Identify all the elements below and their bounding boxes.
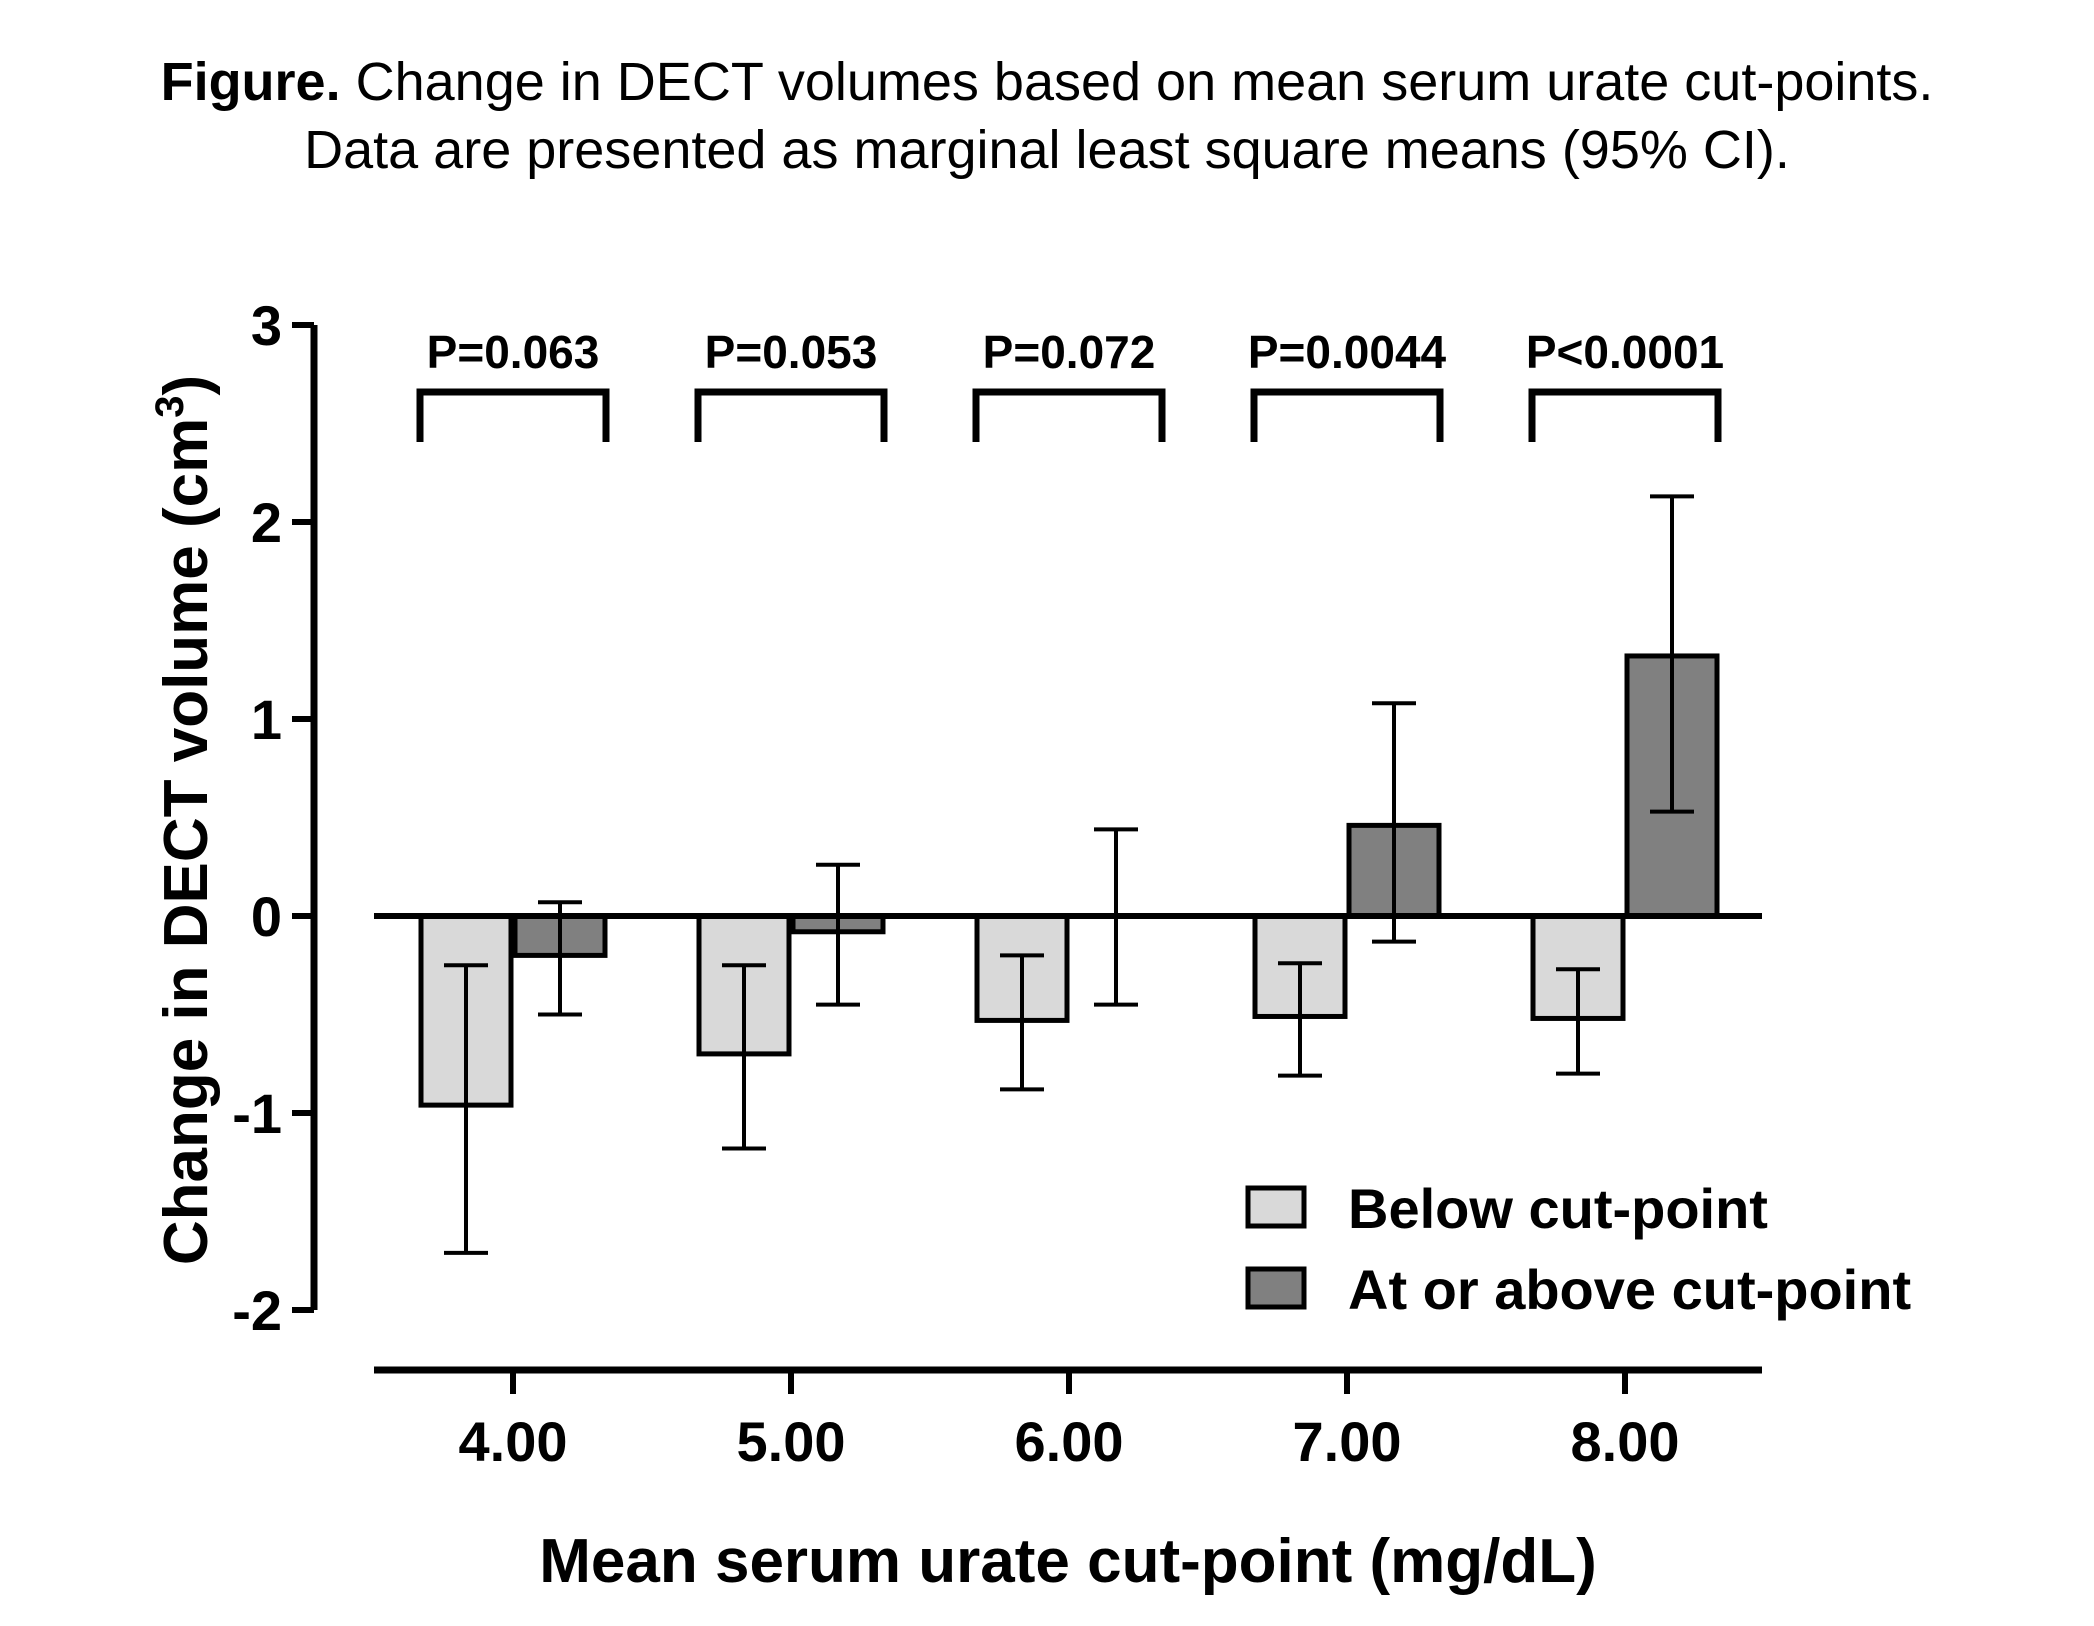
p-value-bracket bbox=[416, 388, 610, 442]
p-value-bracket bbox=[1250, 388, 1444, 442]
figure-caption: Figure. Change in DECT volumes based on … bbox=[0, 48, 2094, 184]
y-tick-label: 0 bbox=[251, 885, 282, 948]
x-axis: 4.00 5.00 6.00 7.00 8.00 bbox=[374, 1366, 1762, 1473]
y-axis-title-close: ) bbox=[152, 375, 221, 396]
p-value-label: P=0.063 bbox=[427, 326, 600, 378]
bars-layer bbox=[418, 653, 1720, 1108]
x-tick-label: 4.00 bbox=[459, 1410, 568, 1473]
y-tick-label: 1 bbox=[251, 688, 282, 751]
caption-line-1: Figure. Change in DECT volumes based on … bbox=[0, 48, 2094, 116]
y-tick-label: -1 bbox=[232, 1082, 282, 1145]
legend-swatch bbox=[1245, 1185, 1307, 1229]
p-value-label: P=0.053 bbox=[705, 326, 878, 378]
legend: Below cut-point At or above cut-point bbox=[1245, 1177, 1911, 1321]
legend-label: Below cut-point bbox=[1348, 1177, 1768, 1240]
p-value-bracket bbox=[972, 388, 1166, 442]
p-value-brackets: P=0.063 P=0.053 P=0.072 P=0.0044 P<0.0001 bbox=[416, 326, 1724, 442]
x-tick-label: 7.00 bbox=[1293, 1410, 1402, 1473]
x-tick-label: 6.00 bbox=[1015, 1410, 1124, 1473]
x-tick-label: 5.00 bbox=[737, 1410, 846, 1473]
p-value-label: P<0.0001 bbox=[1526, 326, 1724, 378]
p-value-bracket bbox=[694, 388, 888, 442]
x-tick-label: 8.00 bbox=[1571, 1410, 1680, 1473]
p-value-bracket bbox=[1528, 388, 1722, 442]
error-bars-layer bbox=[444, 494, 1694, 1255]
y-axis: -2 -1 0 1 2 3 bbox=[232, 294, 318, 1342]
caption-label: Figure. bbox=[160, 52, 341, 112]
y-axis-title-sup: 3 bbox=[148, 395, 192, 417]
y-tick-label: 2 bbox=[251, 491, 282, 554]
y-axis-title: Change in DECT volume (cm3) bbox=[148, 375, 221, 1265]
legend-label: At or above cut-point bbox=[1348, 1258, 1911, 1321]
caption-line-2: Data are presented as marginal least squ… bbox=[304, 120, 1790, 180]
y-tick-label: -2 bbox=[232, 1279, 282, 1342]
legend-swatch bbox=[1245, 1266, 1307, 1310]
p-value-label: P=0.0044 bbox=[1248, 326, 1447, 378]
x-axis-title: Mean serum urate cut-point (mg/dL) bbox=[539, 1527, 1596, 1596]
caption-text-1: Change in DECT volumes based on mean ser… bbox=[355, 52, 1934, 112]
y-axis-title-main: Change in DECT volume (cm bbox=[152, 418, 221, 1265]
y-tick-label: 3 bbox=[251, 294, 282, 357]
p-value-label: P=0.072 bbox=[983, 326, 1156, 378]
